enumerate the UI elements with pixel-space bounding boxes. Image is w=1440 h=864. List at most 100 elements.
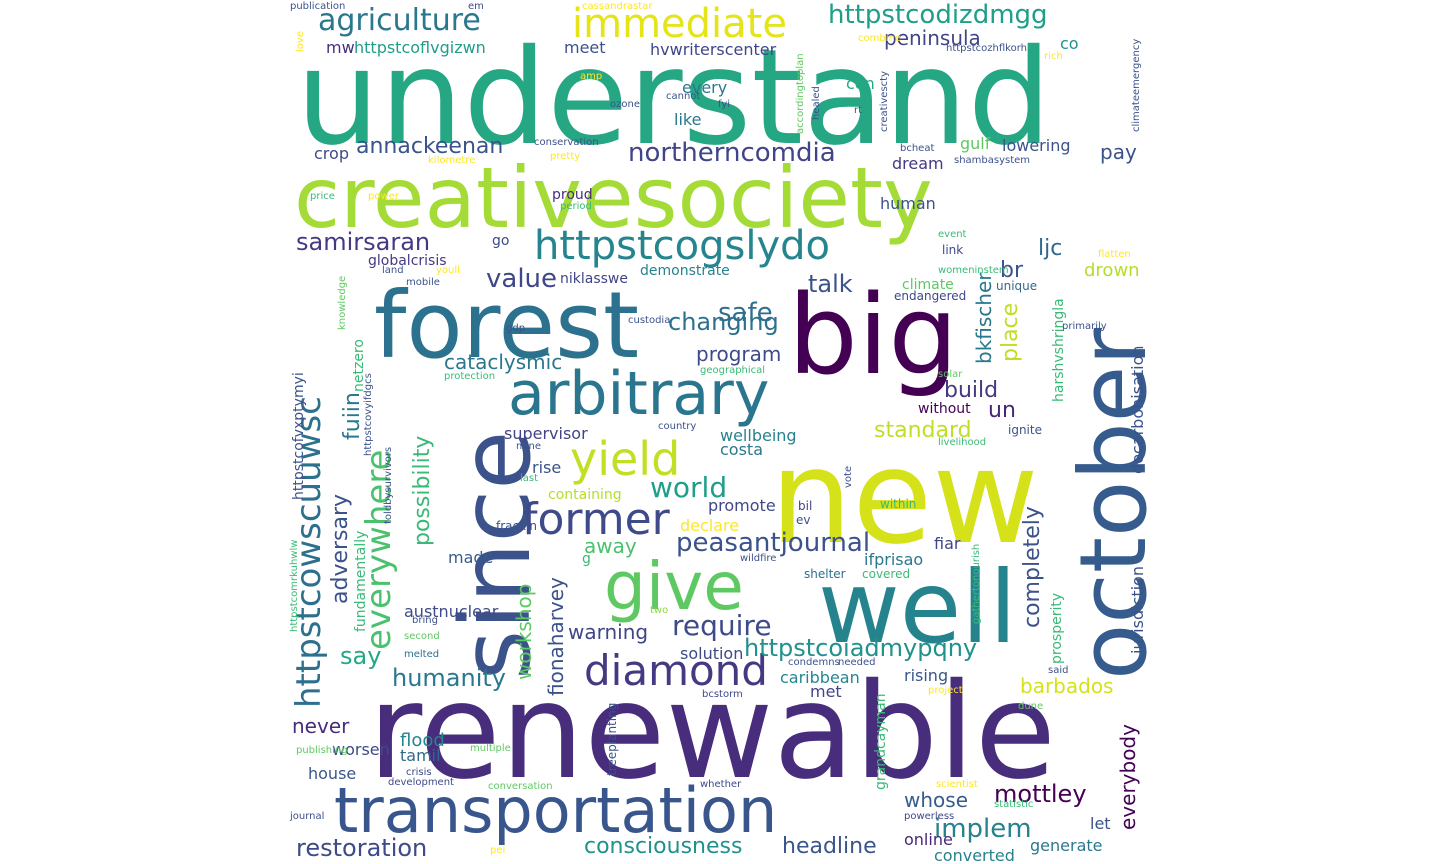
word-knowledge: knowledge (337, 275, 348, 330)
word-well: well (818, 549, 1017, 666)
word-httpstcogslydo: httpstcogslydo (534, 223, 830, 269)
word-build: build (944, 378, 999, 403)
word-say: say (340, 642, 382, 670)
word-httpstcozhflkorh: httpstcozhflkorh (946, 43, 1027, 54)
word-made: made (448, 548, 494, 567)
word-gdp: gdp (506, 323, 526, 334)
word-solar: solar (938, 369, 963, 380)
word-httpstcodizdmgg: httpstcodizdmgg (828, 0, 1048, 30)
word-endangered: endangered (894, 289, 967, 303)
word-cataclysmic: cataclysmic (444, 350, 563, 374)
word-ignite: ignite (1008, 423, 1042, 437)
word-gathertonourish: gathertonourish (971, 543, 982, 624)
word-last: last (520, 473, 539, 484)
word-toldbysurvivors: toldbysurvivors (383, 446, 394, 524)
word-met: met (810, 682, 842, 701)
word-value: value (486, 264, 558, 294)
word-statistic: statistic (994, 799, 1034, 810)
word-renewable: renewable (368, 655, 1056, 809)
word-prosperity: prosperity (1049, 592, 1065, 664)
word-httpstcomrkuhwlw: httpstcomrkuhwlw (289, 539, 300, 632)
word-fuiin: fuiin (340, 392, 365, 440)
word-transportation: transportation (334, 774, 778, 847)
word-accordingtoplan: accordingtoplan (795, 53, 806, 134)
word-give: give (604, 548, 744, 625)
word-without: without (918, 401, 971, 417)
word-every: every (682, 78, 728, 97)
word-headline: headline (782, 834, 877, 859)
word-house: house (308, 764, 357, 783)
word-safe: safe (718, 298, 773, 328)
word-climateemergency: climateemergency (1131, 38, 1142, 132)
word-frackin: frackin (496, 519, 537, 533)
word-event: event (938, 229, 967, 240)
word-human: human (880, 194, 936, 213)
word-immediate: immediate (572, 1, 787, 47)
word-br: br (1000, 258, 1024, 283)
word-mine: mine (516, 441, 542, 452)
word-two: two (650, 605, 669, 616)
word-powerless: powerless (904, 811, 955, 822)
word-project: project (928, 685, 963, 696)
word-covered: covered (862, 567, 911, 581)
word-declare: declare (680, 516, 740, 535)
word-love: love (295, 31, 306, 52)
word-bring: bring (412, 615, 438, 626)
word-online: online (904, 830, 953, 849)
word-wildfire: wildfire (740, 553, 777, 564)
word-healed: healed (811, 86, 822, 120)
word-unique: unique (996, 279, 1038, 293)
word-pay: pay (1100, 140, 1137, 164)
word-peninsula: peninsula (884, 26, 981, 50)
word-scientist: scientist (936, 779, 978, 790)
word-ev: ev (796, 513, 811, 527)
word-whether: whether (700, 779, 742, 790)
word-worsen: worsen (332, 740, 390, 759)
word-restoration: restoration (296, 834, 428, 862)
word-httpstcofvxptymyi: httpstcofvxptymyi (291, 372, 307, 500)
word-con: con (846, 74, 875, 93)
word-austnuclear: austnuclear (404, 602, 499, 621)
word-period: period (560, 201, 592, 212)
word-tamil: tamil (400, 746, 441, 765)
word-g: g (582, 551, 591, 567)
word-price: price (310, 191, 335, 202)
word-dream: dream (892, 154, 944, 173)
word-bkfischer: bkfischer (972, 272, 996, 365)
word-globalcrisis: globalcrisis (368, 253, 447, 269)
word-power: power (368, 191, 399, 202)
word-peasantjournal: peasantjournal (676, 528, 871, 558)
word-adversary: adversary (328, 493, 353, 604)
word-combine: combine (858, 33, 901, 44)
word-creativesociety: creativesociety (294, 149, 933, 247)
word-said: said (1048, 665, 1069, 676)
word-supervisor: supervisor (504, 424, 588, 443)
word-lowering: lowering (1002, 136, 1071, 155)
word-flatten: flatten (1098, 249, 1131, 260)
word-away: away (584, 534, 637, 558)
word-melted: melted (404, 649, 440, 660)
word-custodia: custodia (628, 315, 671, 326)
word-flood: flood (400, 730, 445, 751)
word-multiple: multiple (470, 743, 511, 754)
word-meet: meet (564, 38, 606, 57)
word-journal: journal (290, 811, 325, 822)
word-within: within (880, 497, 917, 511)
word-gulf: gulf (960, 134, 991, 153)
word-conservation: conservation (534, 137, 599, 148)
word-co: co (1060, 34, 1079, 53)
word-hvwriterscenter: hvwriterscenter (650, 40, 777, 59)
word-link: link (942, 243, 964, 257)
word-mw: mw (326, 38, 355, 57)
word-caribbean: caribbean (780, 668, 860, 687)
word-former: former (522, 494, 670, 545)
word-primarily: primarily (1062, 321, 1107, 332)
word-netzero: netzero (351, 339, 367, 392)
word-like: like (674, 110, 702, 129)
word-diamond: diamond (584, 646, 768, 695)
word-crisis: crisis (406, 767, 432, 778)
word-land: land (382, 265, 404, 276)
word-go: go (492, 233, 510, 249)
word-completely: completely (1020, 506, 1045, 628)
word-httpstcoflvgizwn: httpstcoflvgizwn (354, 38, 486, 57)
